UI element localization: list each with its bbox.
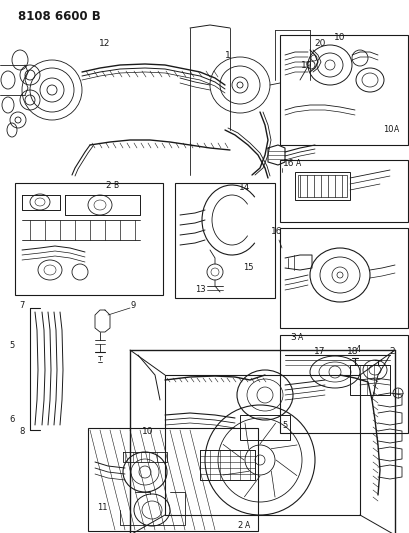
Text: B: B [113,182,118,190]
Text: A: A [245,521,249,529]
Text: 10: 10 [142,427,153,437]
Text: 12: 12 [99,38,110,47]
Text: 20: 20 [314,38,325,47]
Bar [279,228,407,328]
Text: 10: 10 [333,34,345,43]
Text: 1: 1 [225,51,230,60]
Bar [88,428,257,531]
Text: 8: 8 [19,427,25,437]
Text: 16: 16 [282,158,294,167]
Text: 2: 2 [388,348,394,357]
Text: 6: 6 [9,416,15,424]
Text: A: A [393,125,398,134]
Bar [279,335,407,433]
Bar [349,365,389,395]
Text: 7: 7 [19,301,25,310]
Text: 15: 15 [242,263,253,272]
Bar [297,175,346,197]
Text: 14: 14 [239,183,250,192]
Bar [239,415,289,440]
Text: 2: 2 [237,521,242,529]
Bar [294,172,349,200]
Text: 2: 2 [105,182,110,190]
Text: 5: 5 [9,341,15,350]
Bar [279,160,407,222]
Text: 10: 10 [382,125,392,134]
Text: 11: 11 [97,504,107,513]
Text: 16: 16 [270,228,282,237]
Bar [175,183,274,298]
Text: 4: 4 [355,345,360,354]
Text: A: A [295,158,301,167]
Text: 5: 5 [282,421,287,430]
Bar [15,183,163,295]
Text: 9: 9 [130,301,135,310]
Text: 19: 19 [301,61,312,69]
Text: 8108 6600 B: 8108 6600 B [18,10,101,23]
Text: 3: 3 [290,334,295,343]
Text: 17: 17 [313,348,325,357]
Bar [279,35,407,145]
Text: A: A [297,334,303,343]
Text: 13: 13 [194,286,205,295]
Text: 18: 18 [346,348,358,357]
